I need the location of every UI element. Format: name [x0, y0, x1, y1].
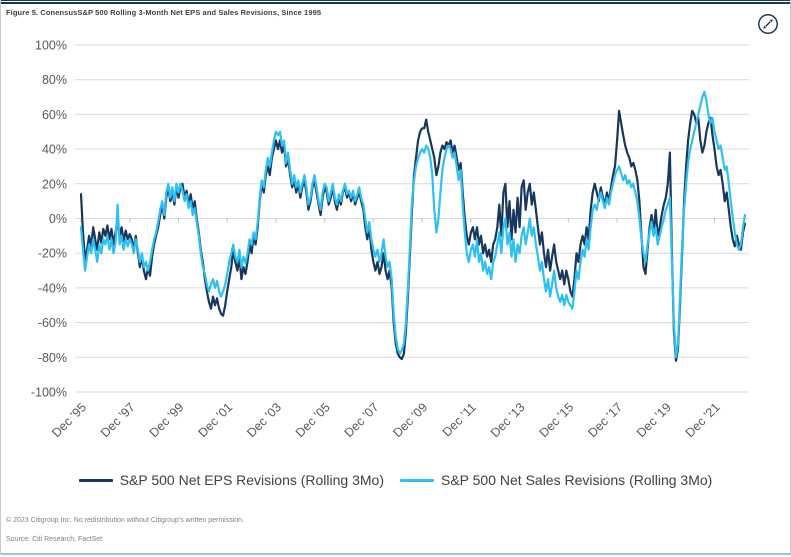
- sales-legend-swatch: [400, 478, 434, 482]
- sales-series-line: [79, 90, 747, 359]
- x-tick-label: Dec ’99: [147, 400, 187, 440]
- x-tick-label: Dec ’97: [98, 400, 138, 440]
- y-tick-label: -60%: [38, 316, 67, 330]
- expand-arrows-icon: [758, 14, 778, 34]
- top-rule-thin: [1, 0, 790, 1]
- copyright-text: © 2023 Citigroup Inc. No redistribution …: [6, 517, 244, 524]
- eps-legend-label: S&P 500 Net EPS Revisions (Rolling 3Mo): [119, 472, 384, 488]
- x-tick-label: Dec ’21: [683, 400, 723, 440]
- x-tick-label: Dec ’17: [585, 400, 625, 440]
- top-rule-thick: [1, 2, 790, 4]
- line-chart: 100%80%60%40%20%0%-20%-40%-60%-80%-100% …: [31, 39, 749, 440]
- bottom-border-rule: [1, 553, 791, 555]
- x-tick-label: Dec ’03: [244, 400, 284, 440]
- eps-series-line: [79, 109, 747, 362]
- source-text: Source: Citi Research, FactSet: [6, 536, 103, 543]
- y-tick-label: 100%: [35, 39, 67, 53]
- x-axis-ticks: [80, 218, 715, 223]
- x-tick-label: Dec ’13: [488, 400, 528, 440]
- figure-footer: © 2023 Citigroup Inc. No redistribution …: [6, 511, 244, 549]
- y-tick-label: -100%: [31, 386, 67, 400]
- legend-item-eps: S&P 500 Net EPS Revisions (Rolling 3Mo): [78, 472, 384, 488]
- expand-button[interactable]: [756, 12, 780, 36]
- y-axis-labels: 100% 80% 60% 40% 20% 0% -20% -40% -60% -80% -100%: [31, 39, 67, 400]
- x-tick-label: Dec ’05: [293, 400, 333, 440]
- figure-title: Figure 5. ConensusS&P 500 Rolling 3-Mont…: [6, 8, 322, 17]
- x-axis-labels: Dec ’95 Dec ’97 Dec ’99 Dec ’01 Dec ’03 Dec ’…: [49, 400, 722, 440]
- y-tick-label: -20%: [38, 247, 67, 261]
- y-tick-label: 80%: [42, 73, 67, 87]
- y-tick-label: 60%: [42, 108, 67, 122]
- chart-legend: S&P 500 Net EPS Revisions (Rolling 3Mo) …: [1, 472, 790, 488]
- x-tick-label: Dec ’11: [440, 400, 479, 439]
- legend-item-sales: S&P 500 Net Sales Revisions (Rolling 3Mo…: [400, 472, 712, 488]
- x-tick-label: Dec ’95: [49, 400, 89, 440]
- gridlines: [75, 44, 749, 393]
- sales-legend-label: S&P 500 Net Sales Revisions (Rolling 3Mo…: [441, 472, 713, 488]
- x-tick-label: Dec ’07: [342, 400, 382, 440]
- y-tick-label: 0%: [49, 212, 67, 226]
- top-border-rule: [1, 0, 790, 4]
- x-tick-label: Dec ’19: [634, 400, 674, 440]
- y-tick-label: 40%: [42, 143, 67, 157]
- eps-legend-swatch: [78, 478, 113, 482]
- x-tick-label: Dec ’09: [390, 400, 430, 440]
- x-tick-label: Dec ’15: [537, 400, 577, 440]
- x-tick-label: Dec ’01: [195, 400, 235, 440]
- y-tick-label: -40%: [38, 281, 67, 295]
- y-tick-label: 20%: [42, 177, 67, 191]
- y-tick-label: -80%: [38, 351, 67, 365]
